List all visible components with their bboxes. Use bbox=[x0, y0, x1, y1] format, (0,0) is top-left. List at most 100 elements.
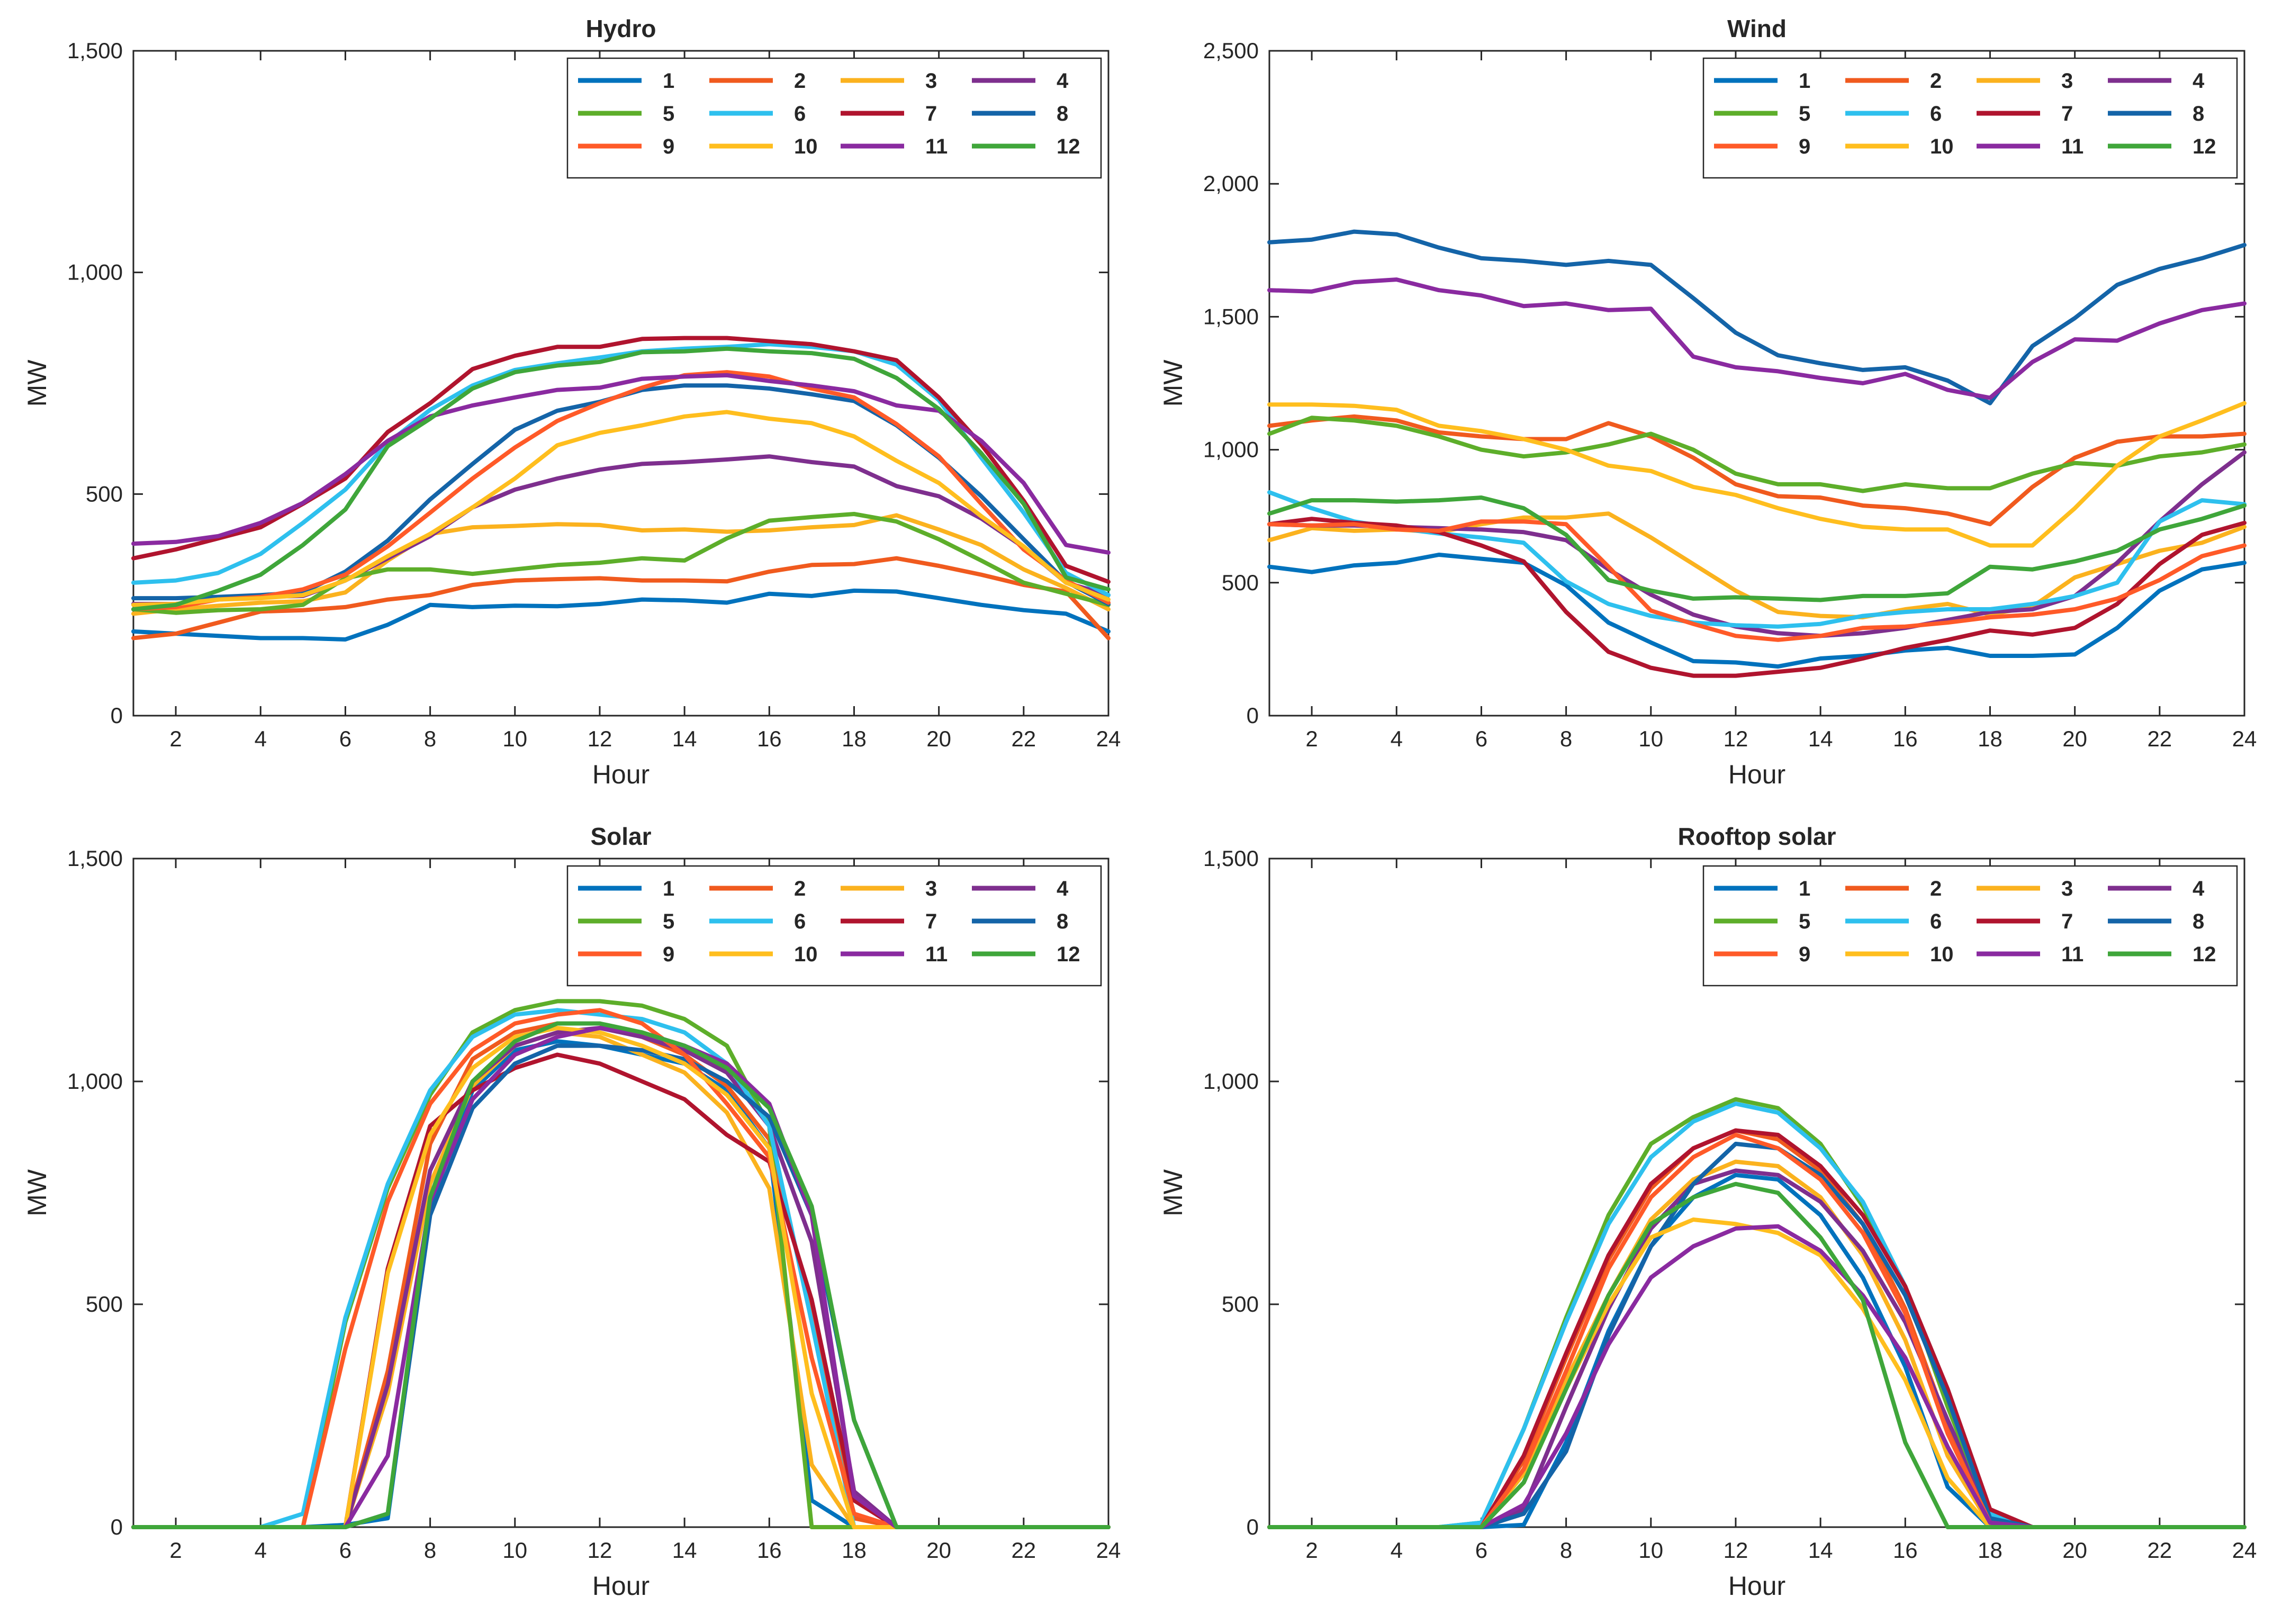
series-line-1 bbox=[1267, 553, 2247, 669]
series-line-10 bbox=[1267, 401, 2247, 548]
x-tick-label: 12 bbox=[1724, 726, 1748, 751]
legend-label-8: 8 bbox=[1057, 910, 1068, 933]
series-line-9 bbox=[1267, 519, 2247, 642]
x-axis-label: Hour bbox=[1728, 760, 1785, 789]
legend-label-7: 7 bbox=[2061, 102, 2073, 125]
legend-label-2: 2 bbox=[1930, 877, 1942, 900]
x-tick-label: 2 bbox=[1305, 726, 1318, 751]
legend-box bbox=[1702, 57, 2238, 179]
legend: 1 2 3 45 6 7 89 10 11 12 bbox=[1702, 865, 2238, 987]
x-tick-label: 22 bbox=[1011, 1538, 1036, 1563]
y-tick-label: 1,000 bbox=[1203, 437, 1259, 462]
legend: 1 2 3 45 6 7 89 10 11 12 bbox=[1702, 57, 2238, 179]
x-tick-label: 20 bbox=[926, 726, 951, 751]
chart-title: Hydro bbox=[586, 15, 656, 42]
legend-label-9: 9 bbox=[663, 943, 674, 966]
y-tick-label: 0 bbox=[111, 703, 123, 728]
legend-label-4: 4 bbox=[1057, 69, 1069, 93]
series-line-12 bbox=[1267, 1181, 2247, 1529]
x-axis-label: Hour bbox=[592, 1571, 650, 1601]
legend-label-5: 5 bbox=[663, 102, 674, 125]
y-axis-label: MW bbox=[22, 1169, 52, 1216]
x-tick-label: 2 bbox=[1305, 1538, 1318, 1563]
x-tick-label: 14 bbox=[1808, 726, 1833, 751]
x-tick-label: 12 bbox=[588, 1538, 612, 1563]
x-tick-label: 4 bbox=[255, 726, 267, 751]
y-axis-label: MW bbox=[1158, 1169, 1188, 1216]
y-tick-label: 1,000 bbox=[1203, 1069, 1259, 1094]
series-line-5 bbox=[131, 512, 1111, 615]
legend-label-3: 3 bbox=[2061, 69, 2073, 93]
legend-label-4: 4 bbox=[1057, 877, 1069, 900]
legend-label-9: 9 bbox=[663, 135, 674, 158]
x-tick-label: 8 bbox=[1560, 1538, 1572, 1563]
legend-label-1: 1 bbox=[663, 69, 674, 93]
series-line-5 bbox=[1267, 416, 2247, 493]
panel-1: 2 4 6 8 10 12 14 16 18 20 22 2405001,0001,500HydroH… bbox=[22, 15, 1121, 789]
y-tick-label: 1,500 bbox=[67, 846, 123, 871]
series-line-2 bbox=[131, 556, 1111, 640]
legend-label-12: 12 bbox=[1057, 135, 1080, 158]
x-tick-label: 24 bbox=[2232, 726, 2257, 751]
x-tick-label: 12 bbox=[588, 726, 612, 751]
series-line-2 bbox=[1267, 414, 2247, 527]
legend-label-12: 12 bbox=[2193, 943, 2216, 966]
chart-title: Rooftop solar bbox=[1678, 823, 1836, 850]
legend-label-12: 12 bbox=[1057, 943, 1080, 966]
y-tick-label: 0 bbox=[1247, 703, 1259, 728]
x-tick-label: 2 bbox=[169, 726, 182, 751]
y-tick-label: 2,000 bbox=[1203, 171, 1259, 196]
legend-label-1: 1 bbox=[1799, 69, 1810, 93]
y-tick-label: 500 bbox=[1222, 570, 1259, 595]
legend-label-10: 10 bbox=[1930, 943, 1954, 966]
panel-2: 2 4 6 8 10 12 14 16 18 20 22 2405001,0001,5002,0002… bbox=[1158, 15, 2257, 789]
y-tick-label: 2,500 bbox=[1203, 38, 1259, 63]
legend-label-9: 9 bbox=[1799, 943, 1810, 966]
y-tick-label: 1,000 bbox=[67, 1069, 123, 1094]
x-axis-label: Hour bbox=[592, 760, 650, 789]
x-tick-label: 16 bbox=[1893, 726, 1918, 751]
legend: 1 2 3 45 6 7 89 10 11 12 bbox=[566, 57, 1102, 179]
legend-label-10: 10 bbox=[794, 135, 818, 158]
legend-label-4: 4 bbox=[2193, 877, 2205, 900]
legend-label-1: 1 bbox=[663, 877, 674, 900]
legend-label-8: 8 bbox=[2193, 102, 2204, 125]
x-tick-label: 14 bbox=[1808, 1538, 1833, 1563]
legend-label-6: 6 bbox=[794, 910, 806, 933]
x-tick-label: 10 bbox=[1638, 726, 1663, 751]
x-tick-label: 16 bbox=[1893, 1538, 1918, 1563]
x-tick-label: 20 bbox=[2062, 726, 2087, 751]
y-tick-label: 500 bbox=[86, 1292, 123, 1316]
legend-label-10: 10 bbox=[1930, 135, 1954, 158]
series-line-12 bbox=[131, 346, 1111, 611]
x-tick-label: 12 bbox=[1724, 1538, 1748, 1563]
panel-3: 2 4 6 8 10 12 14 16 18 20 22 2405001,0001,500SolarH… bbox=[22, 823, 1121, 1601]
legend-label-8: 8 bbox=[2193, 910, 2204, 933]
legend-label-8: 8 bbox=[1057, 102, 1068, 125]
y-tick-label: 1,500 bbox=[1203, 304, 1259, 329]
legend-label-3: 3 bbox=[2061, 877, 2073, 900]
legend-label-11: 11 bbox=[2061, 943, 2083, 966]
y-tick-label: 0 bbox=[1247, 1514, 1259, 1539]
legend-box bbox=[566, 57, 1102, 179]
x-tick-label: 18 bbox=[1978, 1538, 2003, 1563]
x-tick-label: 20 bbox=[2062, 1538, 2087, 1563]
series-line-11 bbox=[1267, 277, 2247, 400]
x-tick-label: 6 bbox=[339, 726, 351, 751]
legend-label-11: 11 bbox=[925, 943, 948, 966]
series-line-10 bbox=[131, 410, 1111, 607]
legend-label-12: 12 bbox=[2193, 135, 2216, 158]
series-line-12 bbox=[131, 1021, 1111, 1529]
x-tick-label: 6 bbox=[1475, 1538, 1487, 1563]
legend-label-11: 11 bbox=[925, 135, 948, 158]
y-tick-label: 1,000 bbox=[67, 260, 123, 285]
x-tick-label: 8 bbox=[424, 1538, 436, 1563]
legend: 1 2 3 45 6 7 89 10 11 12 bbox=[566, 865, 1102, 987]
chart-title: Wind bbox=[1727, 15, 1787, 42]
y-tick-label: 500 bbox=[86, 481, 123, 506]
legend-label-3: 3 bbox=[925, 877, 937, 900]
legend-label-4: 4 bbox=[2193, 69, 2205, 93]
y-tick-label: 500 bbox=[1222, 1292, 1259, 1316]
x-tick-label: 6 bbox=[339, 1538, 351, 1563]
